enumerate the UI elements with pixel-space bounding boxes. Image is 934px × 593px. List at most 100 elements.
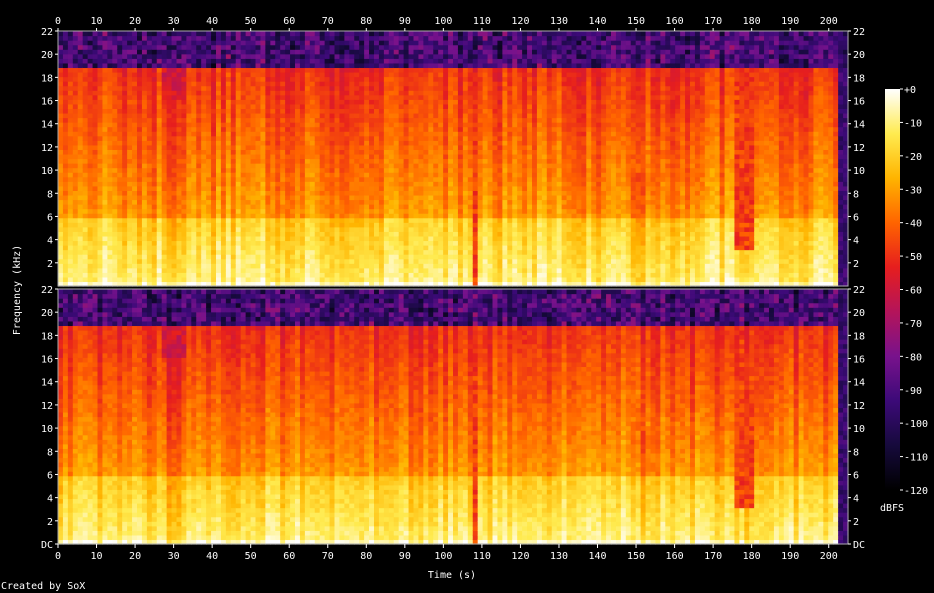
spectrogram-cell [58, 185, 64, 191]
spectrogram-cell [156, 163, 163, 169]
spectrogram-cell [220, 99, 227, 105]
spectrogram-cell [72, 99, 79, 105]
spectrogram-cell [354, 272, 360, 278]
spectrogram-cell [369, 190, 375, 196]
spectrogram-cell [92, 126, 99, 132]
spectrogram-cell [137, 245, 143, 251]
spectrogram-cell [388, 144, 395, 150]
spectrogram-cell [181, 153, 187, 160]
spectrogram-cell [102, 217, 108, 223]
spectrogram-cell [482, 276, 489, 283]
spectrogram-cell [181, 267, 187, 273]
spectrogram-cell [117, 126, 123, 132]
spectrogram-cell [487, 222, 494, 228]
spectrogram-cell [97, 249, 104, 255]
spectrogram-cell [230, 67, 237, 73]
spectrogram-cell [275, 135, 281, 141]
spectrogram-cell [285, 126, 291, 132]
spectrogram-cell [304, 85, 311, 91]
spectrogram-cell [309, 53, 316, 59]
spectrogram-cell [171, 231, 178, 237]
spectrogram-cell [72, 181, 79, 187]
spectrogram-cell [201, 67, 207, 73]
spectrogram-cell [453, 167, 459, 173]
spectrogram-cell [349, 140, 355, 146]
spectrogram-cell [270, 81, 276, 87]
spectrogram-cell [196, 62, 202, 69]
spectrogram-cell [290, 140, 296, 146]
spectrogram-cell [166, 199, 173, 205]
spectrogram-cell [275, 276, 281, 283]
spectrogram-cell [290, 99, 296, 105]
spectrogram-cell [364, 94, 370, 100]
spectrogram-cell [433, 222, 439, 228]
spectrogram-cell [280, 272, 286, 278]
spectrogram-cell [398, 131, 405, 137]
spectrogram-cell [137, 158, 143, 164]
spectrogram-cell [369, 158, 375, 164]
spectrogram-cell [285, 85, 291, 91]
spectrogram-cell [220, 135, 227, 141]
spectrogram-cell [290, 62, 296, 69]
spectrogram-cell [230, 112, 237, 119]
spectrogram-cell [304, 90, 311, 96]
spectrogram-cell [324, 181, 331, 187]
spectrogram-cell [211, 112, 217, 119]
spectrogram-cell [112, 172, 118, 178]
spectrogram-cell [240, 217, 247, 223]
spectrogram-cell [418, 163, 424, 169]
spectrogram-cell [492, 240, 499, 246]
spectrogram-cell [58, 131, 64, 137]
spectrogram-cell [467, 172, 474, 178]
spectrogram-cell [383, 204, 390, 210]
spectrogram-cell [82, 240, 89, 246]
spectrogram-cell [206, 35, 212, 41]
spectrogram-cell [309, 181, 316, 187]
spectrogram-cell [487, 40, 494, 46]
spectrogram-cell [62, 81, 69, 87]
spectrogram-cell [107, 204, 113, 210]
spectrogram-cell [438, 158, 444, 164]
spectrogram-cell [216, 194, 222, 201]
spectrogram-cell [87, 122, 94, 128]
spectrogram-cell [270, 108, 276, 114]
spectrogram-cell [378, 35, 385, 41]
spectrogram-cell [443, 204, 449, 210]
spectrogram-cell [87, 90, 94, 96]
spectrogram-cell [166, 81, 173, 87]
spectrogram-cell [225, 62, 232, 69]
spectrogram-cell [403, 108, 410, 114]
spectrogram-cell [467, 158, 474, 164]
spectrogram-cell [220, 44, 227, 50]
spectrogram-cell [482, 67, 489, 73]
spectrogram-cell [127, 135, 133, 141]
spectrogram-cell [413, 58, 420, 64]
spectrogram-cell [260, 226, 266, 232]
spectrogram-cell [220, 226, 227, 232]
spectrogram-cell [186, 99, 192, 105]
spectrogram-cell [151, 99, 158, 105]
spectrogram-cell [374, 112, 380, 119]
spectrogram-cell [290, 117, 296, 123]
spectrogram-cell [374, 263, 380, 269]
spectrogram-cell [216, 245, 222, 251]
spectrogram-cell [132, 222, 138, 228]
spectrogram-cell [309, 254, 316, 260]
spectrogram-cell [334, 276, 341, 283]
spectrogram-cell [359, 158, 365, 164]
spectrogram-cell [324, 144, 331, 150]
spectrogram-cell [295, 254, 301, 260]
spectrogram-cell [403, 194, 410, 201]
spectrogram-cell [201, 112, 207, 119]
spectrogram-cell [240, 240, 247, 246]
spectrogram-cell [117, 135, 123, 141]
spectrogram-cell [220, 62, 227, 69]
spectrogram-cell [201, 254, 207, 260]
spectrogram-cell [314, 135, 321, 141]
spectrogram-cell [319, 135, 326, 141]
spectrogram-cell [265, 181, 271, 187]
spectrogram-cell [240, 281, 247, 287]
spectrogram-cell [369, 263, 375, 269]
spectrogram-cell [290, 76, 296, 82]
spectrogram-cell [196, 94, 202, 100]
